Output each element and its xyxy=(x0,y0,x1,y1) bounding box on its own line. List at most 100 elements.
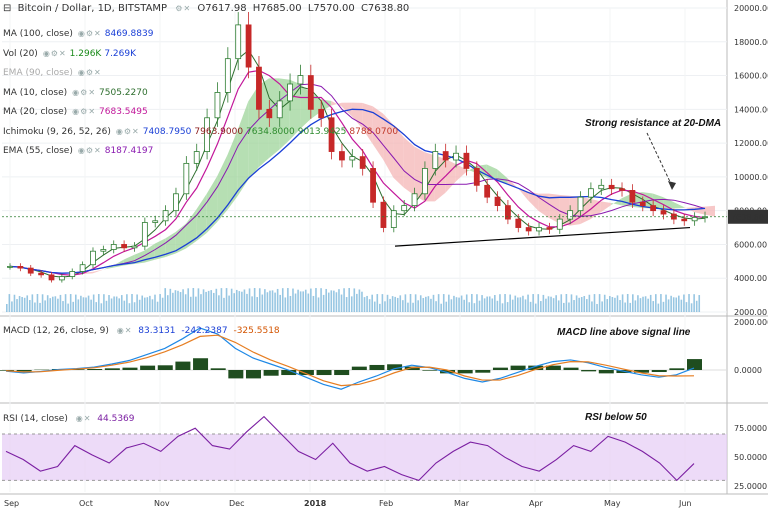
volume-bar xyxy=(412,302,414,312)
indicator-buttons[interactable]: ◉⚙✕ xyxy=(115,126,140,136)
volume-bar xyxy=(440,303,442,312)
volume-bar xyxy=(537,294,540,312)
volume-bar xyxy=(276,288,279,312)
volume-bar xyxy=(72,301,75,312)
macd-histogram-bar xyxy=(687,359,702,370)
volume-bar xyxy=(698,295,701,312)
candle-body xyxy=(587,188,594,198)
macd-histogram-bar xyxy=(263,370,279,376)
volume-bar xyxy=(207,290,210,312)
volume-bar xyxy=(133,302,136,312)
rsi-annotation: RSI below 50 xyxy=(585,412,647,423)
macd-histogram-bar xyxy=(369,364,385,370)
volume-bar xyxy=(284,297,287,312)
indicator-buttons[interactable]: ◉⚙✕ xyxy=(42,48,67,58)
candle-body xyxy=(484,184,491,198)
candle-body xyxy=(69,271,76,277)
cloud-segment xyxy=(652,193,664,209)
indicator-buttons[interactable]: ◉⚙✕ xyxy=(72,87,97,97)
macd-histogram-bar xyxy=(492,367,508,370)
volume-bar xyxy=(64,294,67,312)
rsi-pane xyxy=(2,415,727,482)
indicator-value: 8187.4197 xyxy=(104,146,154,156)
volume-bar xyxy=(113,296,115,312)
volume-bar xyxy=(626,294,629,312)
volume-bar xyxy=(632,294,634,312)
volume-bar xyxy=(92,294,95,312)
volume-bar xyxy=(80,295,82,312)
volume-bar xyxy=(509,294,511,312)
ohlc-open: O7617.98 xyxy=(197,3,247,14)
indicator-buttons[interactable]: ◉⚙✕ xyxy=(77,146,102,155)
cloud-segment xyxy=(673,201,684,209)
volume-bar xyxy=(573,300,575,312)
volume-bar xyxy=(583,296,586,312)
cloud-segment xyxy=(331,100,342,107)
candle-body xyxy=(650,205,657,212)
legend-buttons[interactable]: ⚙✕ xyxy=(175,4,192,13)
price-candles xyxy=(2,12,727,283)
volume-bars xyxy=(6,288,701,312)
volume-bar xyxy=(381,294,384,312)
macd-histogram-bar xyxy=(475,370,491,373)
volume-bar xyxy=(557,300,560,312)
indicator-buttons[interactable]: ◉⚙✕ xyxy=(72,107,97,116)
volume-bar xyxy=(225,288,228,312)
volume-bar xyxy=(494,295,496,312)
volume-bar xyxy=(159,294,161,312)
volume-bar xyxy=(169,288,172,312)
macd-tick-label: 0.0000 xyxy=(734,366,762,375)
volume-bar xyxy=(325,288,327,312)
indicator-buttons[interactable]: ◉⚙✕ xyxy=(77,29,102,38)
macd-legend-buttons[interactable]: ◉✕ xyxy=(116,326,133,335)
volume-bar xyxy=(476,294,478,312)
volume-bar xyxy=(575,295,578,312)
volume-bar xyxy=(200,294,202,312)
volume-bar xyxy=(463,299,465,312)
last-price-label: 7638.80 xyxy=(731,213,764,222)
indicator-buttons[interactable]: ◉⚙✕ xyxy=(77,68,102,77)
volume-bar xyxy=(238,291,241,312)
volume-bar xyxy=(570,294,573,312)
rsi-legend-buttons[interactable]: ◉✕ xyxy=(75,414,92,423)
volume-bar xyxy=(151,299,154,312)
volume-bar xyxy=(667,299,670,312)
volume-bar xyxy=(514,295,517,312)
candle-body xyxy=(58,276,65,281)
rsi-legend: RSI (14, close) ◉✕ 44.5369 xyxy=(3,413,138,425)
volume-bar xyxy=(690,303,693,312)
volume-bar xyxy=(82,297,85,312)
cloud-segment xyxy=(704,205,715,217)
indicator-legend-6: EMA (55, close) ◉⚙✕ 8187.4197 xyxy=(3,145,156,157)
candle-body xyxy=(370,168,376,203)
volume-bar xyxy=(486,296,488,312)
collapse-icon[interactable]: ⊟ xyxy=(3,3,12,14)
volume-bar xyxy=(685,302,688,312)
time-tick-label: Sep xyxy=(4,499,19,508)
volume-bar xyxy=(192,288,195,312)
volume-bar xyxy=(639,298,642,312)
volume-bar xyxy=(540,301,542,312)
volume-bar xyxy=(195,296,197,312)
macd-tick-label: 2000.0000 xyxy=(734,318,768,327)
volume-bar xyxy=(241,291,243,312)
candle-body xyxy=(287,83,293,102)
volume-bar xyxy=(427,296,430,312)
candle-body xyxy=(141,222,148,247)
cloud-segment xyxy=(507,178,518,189)
ohlc-high: H7685.00 xyxy=(252,3,302,14)
volume-bar xyxy=(550,296,552,312)
volume-bar xyxy=(315,288,317,312)
macd-histogram-bar xyxy=(351,366,367,370)
candle-body xyxy=(245,24,252,68)
volume-bar xyxy=(243,289,246,312)
indicator-value: 7.269K xyxy=(104,48,137,59)
indicator-value: 7634.8000 xyxy=(246,126,295,137)
volume-bar xyxy=(21,297,23,312)
volume-bar xyxy=(629,302,632,312)
cloud-segment xyxy=(320,99,332,112)
volume-bar xyxy=(414,294,417,312)
volume-bar xyxy=(41,294,44,312)
cloud-segment xyxy=(455,163,467,182)
volume-bar xyxy=(302,291,304,312)
